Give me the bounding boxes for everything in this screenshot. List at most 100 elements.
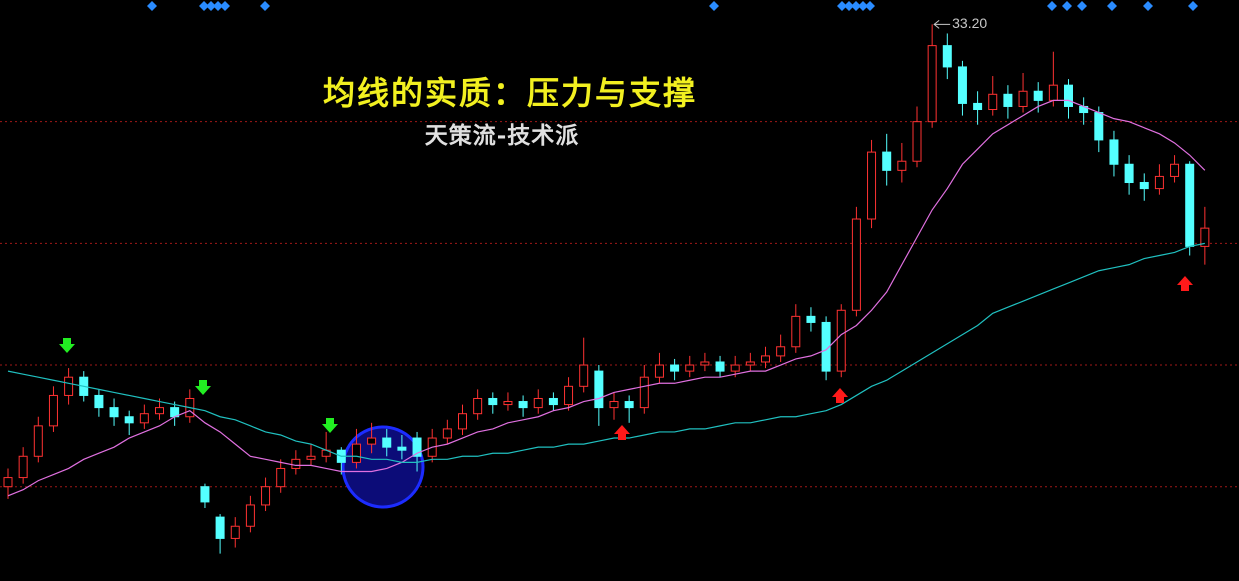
diamond — [213, 1, 223, 11]
buy-arrows — [614, 276, 1193, 440]
candle-body — [109, 407, 119, 418]
candle-body — [912, 121, 922, 162]
down-arrow — [322, 418, 338, 433]
candle-body — [942, 45, 952, 68]
candle-body — [1139, 182, 1149, 190]
candle-body — [18, 455, 28, 479]
chart-subtitle: 天策流-技术派 — [425, 122, 580, 149]
candle-body — [351, 443, 361, 463]
signal-diamonds — [147, 1, 1198, 11]
diamond — [709, 1, 719, 11]
candle-body — [639, 376, 649, 409]
candle-body — [957, 66, 967, 104]
candle-body — [442, 428, 452, 439]
up-arrow — [1177, 276, 1193, 291]
diamond — [851, 1, 861, 11]
candle-body — [882, 151, 892, 171]
down-arrow — [59, 338, 75, 353]
diamond — [260, 1, 270, 11]
diamond — [837, 1, 847, 11]
diamond — [1077, 1, 1087, 11]
candle-body — [1018, 90, 1028, 107]
candle-body — [594, 370, 604, 409]
sell-arrows — [59, 338, 338, 433]
diamond — [844, 1, 854, 11]
candle-body — [291, 458, 301, 469]
up-arrow — [832, 388, 848, 403]
candle-body — [897, 160, 907, 171]
diamond — [1143, 1, 1153, 11]
candle-body — [367, 437, 377, 445]
down-arrow — [195, 380, 211, 395]
diamond — [1188, 1, 1198, 11]
candle-body — [851, 218, 861, 311]
candle-body — [761, 355, 770, 363]
candle-body — [1003, 93, 1013, 107]
candle-body — [1124, 163, 1134, 184]
candle-body — [609, 401, 619, 409]
candle-body — [488, 397, 498, 406]
candle-body — [654, 364, 664, 378]
moving-average-line — [7, 99, 1206, 497]
candle-body — [1064, 84, 1073, 107]
candle-body — [473, 397, 483, 415]
plot-layer: 33.20 — [3, 15, 1210, 554]
diamond — [220, 1, 230, 11]
candle-body — [1109, 139, 1119, 165]
candle-body — [730, 364, 740, 372]
candle-body — [94, 394, 104, 409]
moving-average-line — [7, 242, 1205, 463]
candle-body — [230, 525, 240, 539]
candle-body — [579, 364, 589, 387]
diamond — [865, 1, 875, 11]
candle-body — [397, 446, 407, 451]
candle-body — [518, 401, 528, 409]
candle-body — [1185, 163, 1195, 247]
candle-body — [33, 425, 43, 457]
candle-body — [382, 437, 392, 448]
candle-body — [306, 455, 316, 460]
candle-body — [412, 437, 422, 457]
candle-body — [564, 385, 574, 406]
candle-body — [973, 102, 983, 111]
diamond — [147, 1, 157, 11]
candle-body — [791, 315, 801, 348]
candle-body — [806, 315, 816, 323]
diamond — [1062, 1, 1072, 11]
candle-body — [624, 401, 634, 409]
candle-body — [1200, 227, 1210, 247]
candle-body — [776, 346, 786, 357]
chart-title: 均线的实质：压力与支撑 — [323, 74, 697, 112]
candle-body — [1154, 175, 1164, 190]
candle-body — [548, 397, 558, 406]
diamond — [858, 1, 868, 11]
candle-body — [1048, 84, 1058, 101]
candle-body — [821, 321, 831, 372]
annotation-arrowhead — [933, 19, 940, 29]
up-arrow — [614, 425, 630, 440]
candle-body — [245, 504, 255, 527]
candle-body — [139, 413, 149, 424]
diamond — [199, 1, 209, 11]
candle-body — [3, 477, 13, 488]
candle-body — [1094, 112, 1104, 141]
candle-body — [503, 401, 513, 406]
candle-body — [276, 467, 286, 488]
diamond — [1107, 1, 1117, 11]
candle-body — [64, 376, 74, 396]
candle-body — [670, 364, 680, 372]
high-annotation: 33.20 — [952, 15, 987, 31]
candle-body — [215, 516, 225, 539]
candle-body — [124, 416, 134, 424]
candle-body — [745, 361, 755, 366]
candle-body — [836, 309, 846, 372]
candle-body — [1033, 90, 1043, 101]
candle-body — [988, 93, 998, 111]
candle-body — [685, 364, 695, 372]
diamond — [1047, 1, 1057, 11]
candle-body — [48, 394, 58, 427]
candle-body — [715, 361, 725, 372]
